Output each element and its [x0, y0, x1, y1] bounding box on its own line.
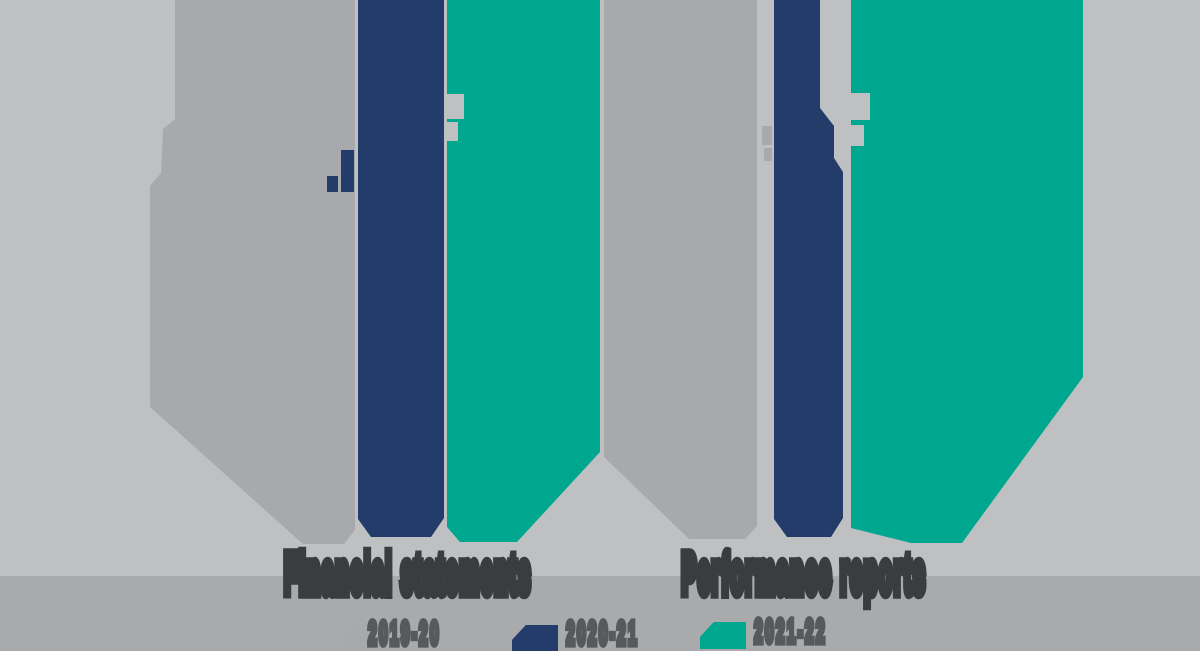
label-artifact-navy-1b: [327, 176, 338, 192]
label-artifact-navy-1: [341, 150, 354, 192]
legend-label-2019-20: 2019-20: [367, 614, 441, 656]
category-label-financial-statements: Financial statements: [268, 536, 548, 611]
legend-label-2020-21: 2020-21: [565, 614, 639, 656]
legend-item-2019-20: 2019-20: [367, 614, 478, 656]
legend-item-2020-21: 2020-21: [565, 614, 676, 656]
label-artifact-gray-2: [762, 126, 772, 145]
label-artifact-teal-1b: [447, 122, 458, 141]
category-label-financial-statements-text: Financial statements: [282, 536, 533, 611]
axis-footer-band: [0, 576, 1200, 651]
category-label-performance-reports: Performance reports: [664, 536, 944, 611]
label-artifact-gray-2b: [764, 148, 772, 161]
bottom-white-strip: [0, 651, 1200, 657]
label-artifact-teal-1: [447, 94, 464, 119]
legend-label-2021-22: 2021-22: [753, 612, 827, 654]
label-artifact-teal-2: [851, 93, 870, 120]
label-artifact-teal-2b: [851, 125, 864, 146]
category-label-performance-reports-text: Performance reports: [679, 536, 927, 611]
legend-item-2021-22: 2021-22: [753, 612, 864, 654]
